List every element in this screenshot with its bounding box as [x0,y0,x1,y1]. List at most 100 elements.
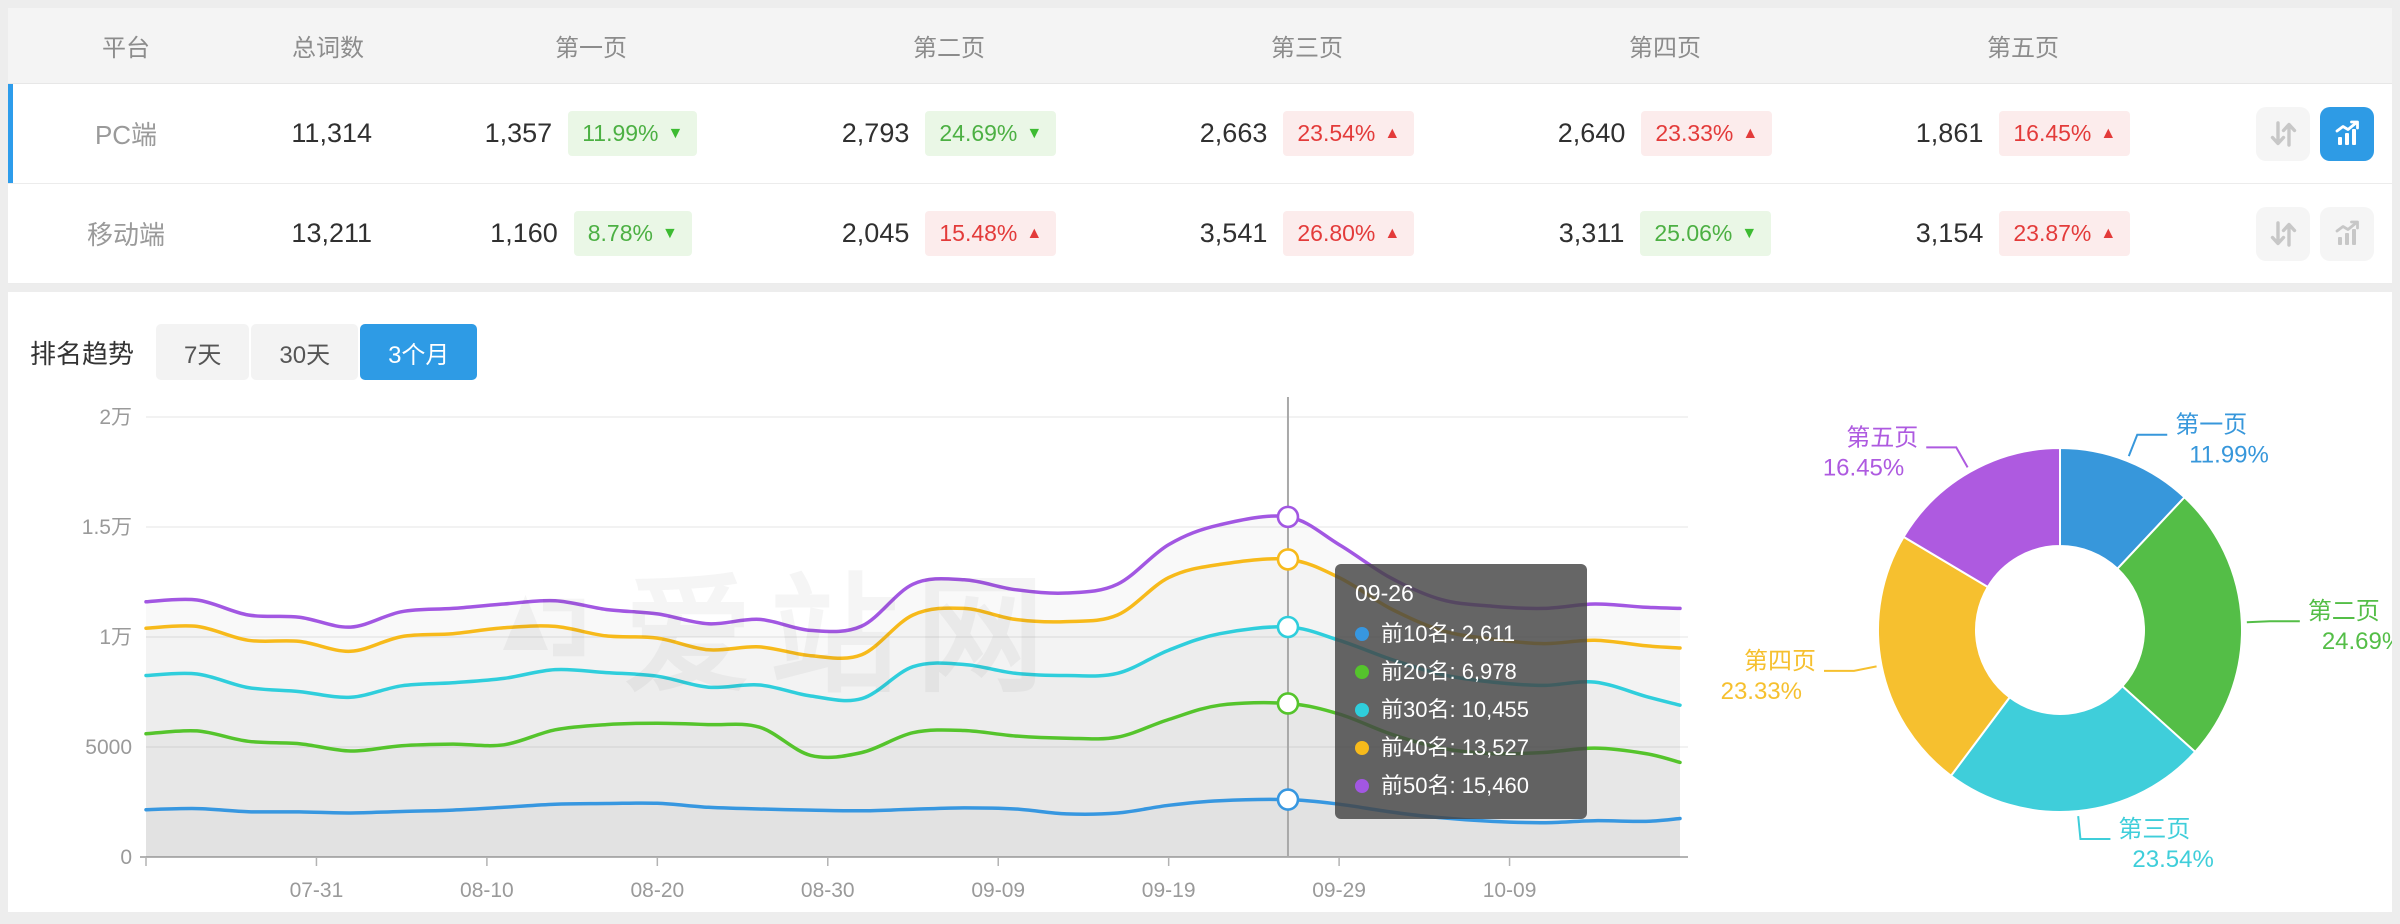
transfer-icon[interactable] [2256,106,2310,161]
triangle-up-icon: ▲ [1384,224,1401,242]
triangle-down-icon: ▼ [1026,124,1043,142]
tab-3个月[interactable]: 3个月 [360,324,478,380]
page-count: 2,663 [1199,118,1268,148]
tooltip-series-value: 前50名: 15,460 [1381,773,1529,798]
page-percent: 24.69% [939,120,1018,146]
page-percent-badge: 23.54% ▲ [1283,111,1415,156]
column-header-5: 第四页 [1629,35,1701,62]
page-count: 3,311 [1558,218,1625,248]
series-dot-icon [1355,703,1369,717]
donut-slice-percent: 24.69% [2322,628,2392,655]
tab-7天[interactable]: 7天 [156,324,250,380]
donut-slice-percent: 23.33% [1721,678,1802,705]
tooltip-row: 前30名: 10,455 [1355,691,1567,729]
page-percent-badge: 8.78% ▼ [573,211,692,256]
page-percent-badge: 25.06% ▼ [1640,211,1772,256]
svg-text:2万: 2万 [99,406,132,429]
donut-chart-svg: 第一页 11.99% 第二页 24.69% 第三页 23.54% 第四页 23.33% 第五页 1… [1721,412,2400,873]
svg-text:10-09: 10-09 [1483,879,1537,902]
tooltip-rows: 前10名: 2,611 前20名: 6,978 前30名: 10,455 前40名: … [1355,615,1567,805]
total-words-value: 13,211 [291,218,372,248]
triangle-up-icon: ▲ [1384,124,1401,142]
page-5-cell: 3,154 23.87% ▲ [1844,211,2202,256]
svg-text:09-09: 09-09 [971,879,1025,902]
svg-text:07-31: 07-31 [290,879,344,902]
page-count: 2,640 [1557,118,1626,148]
page-percent: 23.33% [1655,120,1734,146]
svg-text:08-30: 08-30 [801,879,855,902]
svg-text:5000: 5000 [85,736,132,759]
triangle-up-icon: ▲ [2100,224,2117,242]
page-percent-badge: 11.99% ▼ [568,111,698,156]
platform-label: 移动端 [86,220,165,250]
page-count: 2,793 [841,118,910,148]
page-3-cell: 2,663 23.54% ▲ [1128,111,1486,156]
page-percent-badge: 26.80% ▲ [1283,211,1415,256]
tooltip-row: 前50名: 15,460 [1355,767,1567,805]
trend-header: 排名趋势 7天 30天 3个月 [8,292,2392,380]
donut-slice-label: 第五页 [1846,424,1918,451]
donut-slice[interactable] [1902,446,2061,589]
table-row[interactable]: PC端 11,314 1,357 11.99% ▼ 2,793 24.69% ▼ 2,663 23… [8,84,2392,184]
chart-tooltip: 09-26 前10名: 2,611 前20名: 6,978 前30名: 10,455… [1335,564,1587,819]
column-header-4: 第三页 [1271,35,1343,62]
donut-slice[interactable] [1877,535,2012,778]
tooltip-row: 前10名: 2,611 [1355,615,1567,653]
column-header-0: 平台 [102,35,150,62]
series-dot-icon [1355,779,1369,793]
trend-chart-icon[interactable] [2320,106,2374,161]
column-header-3: 第二页 [913,35,985,62]
page-percent: 26.80% [1297,220,1376,246]
table-header: 平台 总词数 第一页 第二页 第三页 第四页 第五页 [8,8,2392,84]
page-percent: 25.06% [1654,220,1733,246]
trend-chart-icon[interactable] [2320,206,2374,261]
tooltip-series-value: 前20名: 6,978 [1381,659,1517,684]
page-percent: 23.54% [1297,120,1376,146]
page-count: 1,357 [484,118,553,148]
line-chart-svg: 0 5000 1万 1.5万 2万 07-31 08-10 08-20 08-30 09-09 09… [82,397,1688,902]
tooltip-series-value: 前40名: 13,527 [1381,735,1529,760]
donut-chart[interactable]: 第一页 11.99% 第二页 24.69% 第三页 23.54% 第四页 23.33% 第五页 1… [1720,392,2400,912]
transfer-icon[interactable] [2256,206,2310,261]
row-actions [2202,106,2392,161]
trend-range-tabs: 7天 30天 3个月 [156,324,479,380]
page-4-cell: 3,311 25.06% ▼ [1486,211,1844,256]
tab-30天[interactable]: 30天 [251,324,359,380]
series-dot-icon [1355,741,1369,755]
donut-slice-label: 第一页 [2175,412,2247,439]
donut-slice-label: 第四页 [1744,648,1816,675]
page-percent-badge: 24.69% ▼ [925,111,1057,156]
donut-slice-percent: 11.99% [2189,442,2269,469]
donut-slice[interactable] [2116,495,2243,754]
triangle-up-icon: ▲ [1026,224,1043,242]
page-count: 1,160 [490,218,558,248]
table-row[interactable]: 移动端 13,211 1,160 8.78% ▼ 2,045 15.48% ▲ 3,541 26.… [8,184,2392,284]
line-chart[interactable]: 爱站网 050001万1.5万2万07-3108-1008-2008-3009-… [8,392,1712,912]
svg-text:09-19: 09-19 [1142,879,1196,902]
ranking-table: 平台 总词数 第一页 第二页 第三页 第四页 第五页 PC端 11,314 1,357 11.99… [8,8,2392,284]
row-actions [2202,206,2392,261]
tooltip-row: 前20名: 6,978 [1355,653,1567,691]
page-percent-badge: 23.33% ▲ [1641,111,1773,156]
donut-slice-percent: 23.54% [2132,846,2213,873]
page-percent-badge: 15.48% ▲ [925,211,1057,256]
series-dot-icon [1355,665,1369,679]
triangle-up-icon: ▲ [1742,124,1759,142]
page-percent-badge: 16.45% ▲ [1999,111,2131,156]
column-header-1: 总词数 [292,35,364,62]
page-2-cell: 2,793 24.69% ▼ [770,111,1128,156]
page-1-cell: 1,357 11.99% ▼ [412,111,770,156]
tooltip-date: 09-26 [1355,580,1414,606]
donut-slice[interactable] [1949,684,2197,813]
tooltip-row: 前40名: 13,527 [1355,729,1567,767]
donut-slice-percent: 16.45% [1823,454,1904,481]
svg-text:08-10: 08-10 [460,879,514,902]
total-words-value: 11,314 [291,118,372,148]
table-body: PC端 11,314 1,357 11.99% ▼ 2,793 24.69% ▼ 2,663 23… [8,84,2392,284]
page-2-cell: 2,045 15.48% ▲ [770,211,1128,256]
page-count: 3,541 [1199,218,1268,248]
page-4-cell: 2,640 23.33% ▲ [1486,111,1844,156]
svg-text:1万: 1万 [99,626,132,649]
